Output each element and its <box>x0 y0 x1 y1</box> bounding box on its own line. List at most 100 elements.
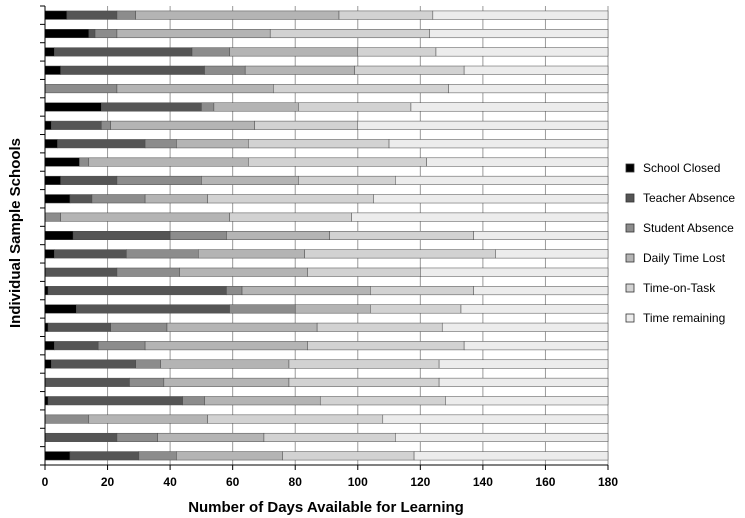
bar-segment <box>44 231 74 240</box>
bar-segment <box>298 175 396 185</box>
legend-swatch <box>625 193 635 203</box>
bar-segment <box>72 231 171 240</box>
bar-segment <box>44 65 61 75</box>
bar-segment <box>382 414 609 424</box>
bar-segment <box>138 451 177 461</box>
bar-segment <box>44 377 130 387</box>
bar-segment <box>44 157 80 167</box>
bar-segment <box>44 194 71 204</box>
x-tick-label: 40 <box>163 475 177 489</box>
bar-segment <box>273 84 449 94</box>
bar-segment <box>69 451 140 461</box>
bar-segment <box>51 120 102 130</box>
legend-label: Student Absence <box>643 221 734 235</box>
bar-segment <box>110 322 168 332</box>
bar-segment <box>54 249 127 259</box>
bar-segment <box>126 249 199 259</box>
bar-segment <box>44 29 90 39</box>
bar-segment <box>144 139 177 149</box>
bar-segment <box>60 212 230 222</box>
bar-segment <box>370 286 474 296</box>
legend-swatch <box>625 313 635 323</box>
bar-segment <box>438 359 609 369</box>
bar-segment <box>47 286 227 296</box>
bar-segment <box>460 304 609 314</box>
y-axis-title: Individual Sample Schools <box>7 138 24 328</box>
x-tick-labels: 0 20 40 60 80 100 120 140 160 180 <box>42 475 619 489</box>
legend-swatch <box>625 253 635 263</box>
bar-segment <box>47 396 183 406</box>
bar-segment <box>435 47 609 57</box>
bar-segment <box>473 231 609 240</box>
bar-segment <box>44 120 52 130</box>
bar-segment <box>47 322 111 332</box>
bar-segment <box>441 322 609 332</box>
legend-swatch <box>625 223 635 233</box>
bar-segment <box>144 341 308 351</box>
bar-segment <box>438 377 609 387</box>
bar-segment <box>226 231 330 240</box>
legend-label: Time remaining <box>643 311 725 325</box>
bar-segment <box>410 102 609 112</box>
bar-segment <box>166 322 318 332</box>
bar-segment <box>282 451 415 461</box>
bar-segment <box>97 341 146 351</box>
bar-segment <box>319 396 446 406</box>
bar-segment <box>269 29 430 39</box>
bar-segment <box>229 304 296 314</box>
bar-segment <box>248 157 427 167</box>
bar-segment <box>76 304 230 314</box>
bar-segment <box>44 212 61 222</box>
bar-segment <box>495 249 609 259</box>
bar-segment <box>44 10 68 20</box>
bar-segment <box>395 175 609 185</box>
bar-segment <box>432 10 609 20</box>
bar-segment <box>357 47 437 57</box>
bar-segment <box>44 304 77 314</box>
bar-segment <box>116 10 136 20</box>
bar-segment <box>157 432 265 442</box>
bar-segment <box>304 249 496 259</box>
bar-segment <box>116 29 271 39</box>
bar-segment <box>354 65 465 75</box>
bar-segment <box>169 231 227 240</box>
bar-segment <box>44 359 52 369</box>
bar-segment <box>204 65 246 75</box>
bar-segment <box>373 194 609 204</box>
bar-segment <box>44 432 118 442</box>
bar-segment <box>207 414 384 424</box>
bar-segment <box>448 84 609 94</box>
legend: School Closed Teacher Absence Student Abse… <box>625 161 735 325</box>
bar-segment <box>44 84 118 94</box>
x-tick-label: 120 <box>410 475 430 489</box>
bar-segment <box>54 341 99 351</box>
x-tick-label: 0 <box>42 475 49 489</box>
bar-segment <box>163 377 290 387</box>
bar-segment <box>201 102 215 112</box>
bar-segment <box>229 212 352 222</box>
bar-segment <box>44 175 61 185</box>
bar-segment <box>129 377 165 387</box>
bar-segment <box>79 157 90 167</box>
bar-segment <box>60 65 205 75</box>
x-tick-label: 80 <box>289 475 303 489</box>
bar-segment <box>204 396 321 406</box>
bar-segment <box>226 286 243 296</box>
bar-segment <box>88 157 249 167</box>
bar-segment <box>288 359 440 369</box>
bar-segment <box>101 120 111 130</box>
bar-segment <box>263 432 396 442</box>
bar-segment <box>44 267 118 277</box>
x-tick-label: 180 <box>598 475 618 489</box>
bar-segment <box>135 10 340 20</box>
bar-segment <box>116 84 274 94</box>
bar-segment <box>370 304 462 314</box>
bar-segment <box>244 65 355 75</box>
bar-segment <box>88 414 208 424</box>
bar-segment <box>116 175 202 185</box>
bar-segment <box>51 359 136 369</box>
bar-segment <box>60 175 118 185</box>
bar-segment <box>135 359 161 369</box>
bar-segment <box>101 102 202 112</box>
bar-segment <box>338 10 434 20</box>
